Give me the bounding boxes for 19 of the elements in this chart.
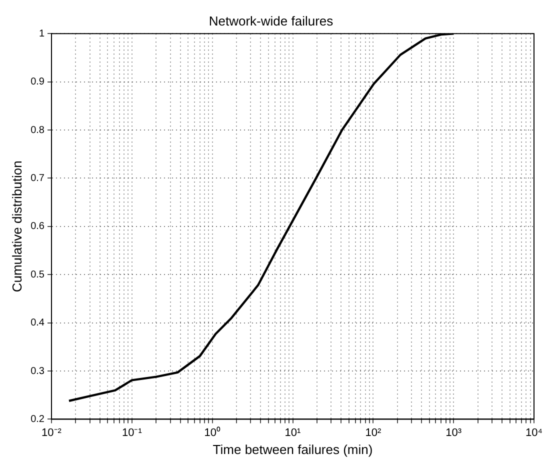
y-tick-label: 0.9 [30,76,45,88]
y-tick-label: 0.4 [30,318,45,329]
x-tick-label: 10² [365,426,382,439]
x-tick-label: 10⁻² [42,426,62,439]
y-tick-label: 0.6 [30,221,45,232]
y-tick-label: 0.7 [30,172,45,184]
x-tick-label: 10³ [446,426,462,439]
y-tick-label: 0.5 [30,269,45,280]
x-tick-label: 10⁴ [526,426,543,439]
y-tick-label: 1 [38,28,45,40]
chart-title: Network-wide failures [208,13,334,28]
x-axis-title: Time between failures (min) [212,442,373,457]
x-tick-label: 10¹ [284,426,302,439]
x-tick-label: 10⁰ [204,426,220,439]
y-axis-title: Cumulative distribution [9,160,24,292]
y-tick-label: 0.8 [30,124,45,136]
y-tick-label: 0.3 [30,366,45,377]
x-tick-label: 10⁻¹ [122,426,142,439]
y-tick-label: 0.2 [30,414,45,425]
